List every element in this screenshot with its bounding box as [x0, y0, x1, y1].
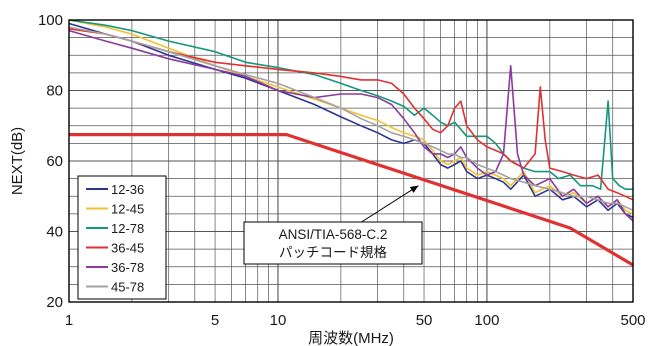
x-tick-label: 10: [270, 312, 287, 329]
y-tick-label: 80: [46, 83, 63, 100]
callout-line-1: ANSI/TIA-568-C.2: [279, 227, 388, 242]
y-tick-labels: 20 40 60 80 100: [38, 12, 63, 311]
x-axis-label: 周波数(MHz): [308, 330, 394, 346]
legend-label: 12-45: [111, 202, 144, 217]
x-tick-labels: 1 5 10 50 100 500: [65, 312, 646, 329]
y-tick-label: 20: [46, 294, 63, 311]
plot-area: [68, 19, 634, 267]
callout-box: [243, 221, 423, 265]
legend-label: 12-36: [111, 182, 144, 197]
legend-label: 36-45: [111, 241, 144, 256]
x-tick-label: 1: [65, 312, 73, 329]
series-line-standard-limit: [69, 133, 634, 267]
legend-box: [77, 175, 167, 300]
series-line-36-45: [68, 28, 634, 201]
y-tick-label: 40: [46, 224, 63, 241]
callout-arrow: [361, 185, 419, 223]
series-line-45-78: [68, 26, 634, 212]
standard-callout: ANSI/TIA-568-C.2 パッチコード規格: [243, 185, 423, 265]
y-tick-label: 60: [46, 153, 63, 170]
legend-label: 12-78: [111, 221, 144, 236]
x-tick-label: 500: [620, 312, 645, 329]
y-tick-label: 100: [38, 12, 63, 29]
plot-frame: [68, 19, 634, 303]
legend: 12-36 12-45 12-78 36-45 36-78 45-78: [77, 175, 167, 300]
y-axis-label: NEXT(dB): [9, 127, 26, 195]
x-tick-label: 50: [416, 312, 433, 329]
series-line-12-45: [68, 19, 634, 215]
legend-label: 36-78: [111, 260, 144, 275]
legend-label: 45-78: [111, 280, 144, 295]
series-line-36-78: [68, 29, 634, 222]
callout-arrowhead: [409, 185, 419, 193]
callout-line-2: パッチコード規格: [279, 245, 387, 260]
x-tick-label: 5: [211, 312, 219, 329]
x-tick-label: 100: [474, 312, 499, 329]
